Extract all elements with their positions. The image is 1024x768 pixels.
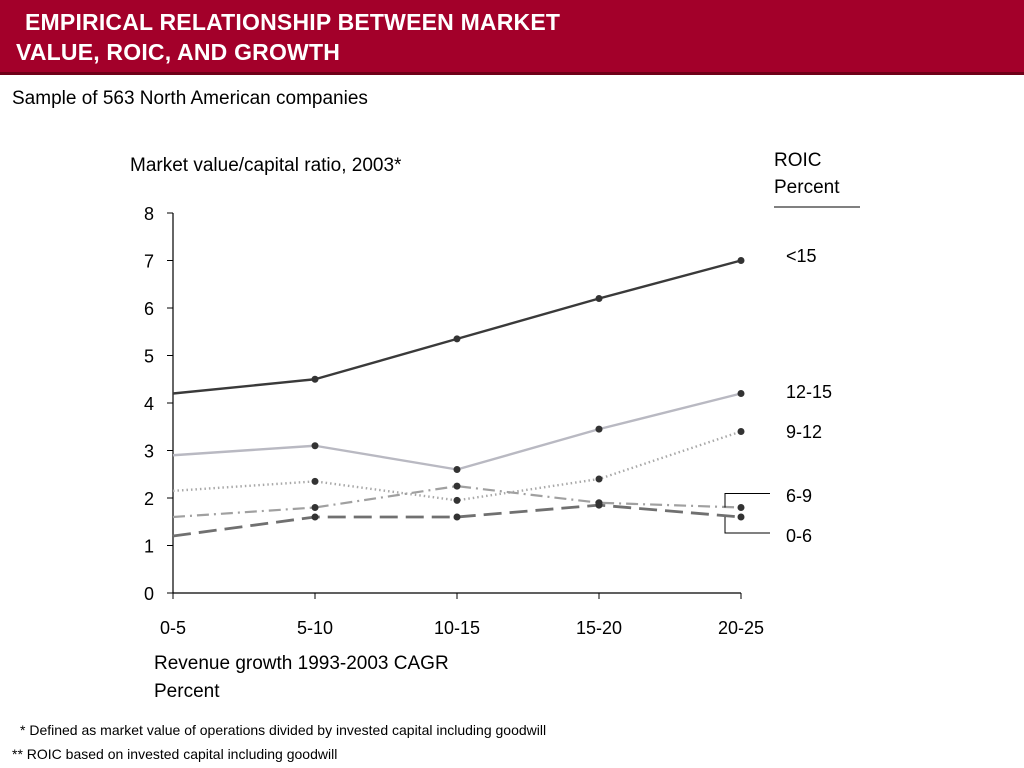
y-tick-label: 7	[144, 252, 154, 272]
data-point	[453, 335, 461, 343]
data-point	[595, 295, 603, 302]
x-axis-title-line-2: Percent	[154, 681, 220, 702]
series-line	[172, 503, 742, 538]
footnote-1: * Defined as market value of operations …	[20, 722, 547, 738]
data-point	[737, 428, 745, 435]
y-tick-label: 1	[144, 537, 154, 557]
slide-title-line-1: EMPIRICAL RELATIONSHIP BETWEEN MARKET	[25, 9, 561, 35]
data-point	[595, 501, 603, 509]
x-tick-label: 10-15	[434, 618, 480, 638]
data-point	[453, 496, 461, 504]
y-tick-label: 2	[144, 489, 154, 509]
y-tick-label: 3	[144, 442, 154, 462]
slide-subtitle: Sample of 563 North American companies	[12, 88, 368, 109]
data-point	[453, 513, 461, 521]
data-point	[595, 475, 603, 483]
y-tick-label: 6	[144, 299, 154, 319]
legend-title-line-1: ROIC	[774, 150, 822, 171]
data-point	[311, 504, 319, 511]
data-point	[453, 466, 461, 473]
data-point	[311, 513, 319, 521]
series-line	[172, 430, 742, 502]
data-point	[737, 513, 745, 521]
x-tick-label: 15-20	[576, 618, 622, 638]
x-tick-label: 5-10	[297, 618, 333, 638]
slide-title: EMPIRICAL RELATIONSHIP BETWEEN MARKET VA…	[16, 7, 716, 67]
title-banner	[0, 0, 1024, 75]
data-point	[737, 504, 745, 511]
y-axis-title: Market value/capital ratio, 2003*	[130, 155, 402, 176]
series-line	[172, 259, 742, 395]
x-axis-title-line-1: Revenue growth 1993-2003 CAGR	[154, 653, 449, 674]
legend-label: <15	[786, 246, 817, 266]
legend-label: 9-12	[786, 422, 822, 442]
x-tick-label: 20-25	[718, 618, 764, 638]
data-point	[453, 482, 461, 490]
legend-title-line-2: Percent	[774, 177, 840, 198]
data-point	[737, 390, 745, 397]
legend-leader-line	[724, 493, 770, 508]
x-tick-label: 0-5	[160, 618, 186, 638]
legend-title: ROIC Percent	[774, 147, 839, 201]
data-point	[595, 425, 603, 433]
legend-label: 12-15	[786, 382, 832, 402]
data-point	[311, 442, 319, 450]
footnote-2: ** ROIC based on invested capital includ…	[12, 746, 338, 762]
slide-title-line-2: VALUE, ROIC, AND GROWTH	[16, 39, 341, 65]
data-point	[737, 257, 745, 264]
y-tick-label: 4	[144, 394, 154, 414]
legend-label: 6-9	[786, 486, 812, 506]
y-tick-label: 8	[144, 204, 154, 224]
legend-label: 0-6	[786, 526, 812, 546]
legend-leader-line	[724, 517, 770, 534]
x-axis-title: Revenue growth 1993-2003 CAGR Percent	[154, 650, 449, 706]
series-line	[172, 392, 742, 471]
data-point	[311, 375, 319, 383]
y-tick-label: 0	[144, 584, 154, 604]
data-point	[311, 477, 319, 485]
y-tick-label: 5	[144, 347, 154, 367]
